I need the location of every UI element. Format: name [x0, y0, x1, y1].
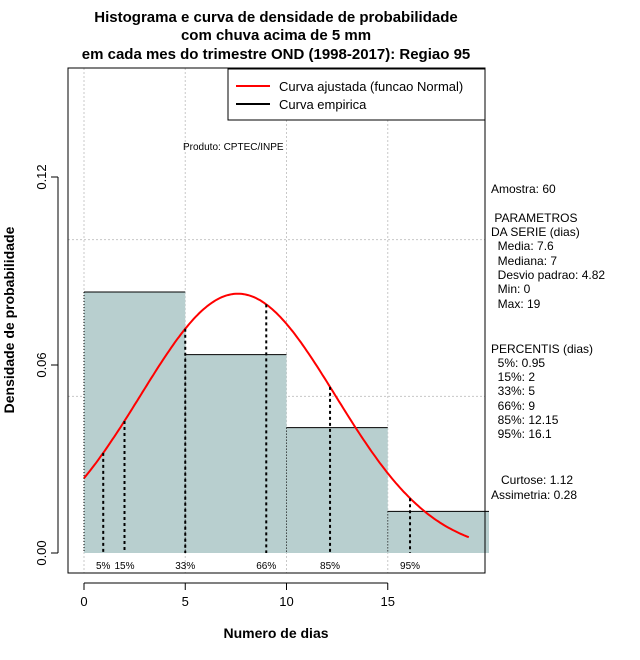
x-tick-label-2: 10: [279, 594, 293, 609]
chart-title-line-2: com chuva acima de 5 mm: [181, 27, 371, 44]
percentile-label-1: 15%: [114, 561, 134, 572]
stat-p15: 15%: 2: [491, 370, 535, 384]
percentile-label-4: 85%: [320, 561, 340, 572]
stats-panel: Amostra: 60 PARAMETROS DA SERIE (dias) M…: [491, 182, 605, 502]
x-axis-label: Numero de dias: [223, 625, 328, 641]
stat-min: Min: 0: [491, 282, 531, 296]
stat-kurtosis: Curtose: 1.12: [491, 473, 573, 487]
percentile-label-2: 33%: [175, 561, 195, 572]
legend-label-fitted: Curva ajustada (funcao Normal): [279, 79, 463, 94]
normal-curve: [83, 292, 470, 539]
stat-sample: Amostra: 60: [491, 182, 556, 196]
axes: 0 5 10 15 0.00 0.06 0.12: [34, 164, 395, 609]
x-tick-label-0: 0: [80, 594, 87, 609]
chart-title-line-1: Histograma e curva de densidade de proba…: [94, 9, 457, 26]
stat-mean: Media: 7.6: [491, 239, 554, 253]
histogram-bar-1: [185, 354, 287, 553]
chart-title-line-3: em cada mes do trimestre OND (1998-2017)…: [82, 46, 471, 63]
y-tick-label-2: 0.12: [34, 164, 49, 189]
stat-percentiles-heading: PERCENTIS (dias): [491, 342, 593, 356]
legend-box: [227, 68, 486, 121]
stat-p95: 95%: 16.1: [491, 427, 552, 441]
stat-skewness: Assimetria: 0.28: [491, 488, 577, 502]
percentile-label-3: 66%: [256, 561, 276, 572]
histogram-bar-0: [84, 291, 186, 553]
stat-p85: 85%: 12.15: [491, 413, 559, 427]
y-tick-label-1: 0.06: [34, 352, 49, 377]
percentile-label-0: 5%: [96, 561, 111, 572]
stat-sd: Desvio padrao: 4.82: [491, 268, 605, 282]
stat-params-subheading: DA SERIE (dias): [491, 225, 580, 239]
histogram-bar-3: [387, 511, 489, 553]
y-axis-label: Densidade de probabilidade: [1, 226, 17, 413]
histogram-bar-2: [286, 427, 388, 553]
y-tick-label-0: 0.00: [34, 540, 49, 565]
stat-median: Mediana: 7: [491, 254, 557, 268]
legend-label-empirical: Curva empirica: [279, 97, 367, 112]
stat-p33: 33%: 5: [491, 384, 535, 398]
x-tick-label-3: 15: [381, 594, 395, 609]
histogram-bars: [83, 291, 489, 553]
product-note: Produto: CPTEC/INPE: [183, 142, 284, 153]
plot-frame: [67, 67, 486, 574]
stat-params-heading: PARAMETROS: [491, 211, 577, 225]
stat-p5: 5%: 0.95: [491, 356, 545, 370]
percentile-lines: 5% 15% 33% 66% 85% 95%: [96, 304, 420, 572]
x-tick-label-1: 5: [182, 594, 189, 609]
normal-curve-line: [83, 292, 470, 539]
percentile-label-5: 95%: [400, 561, 420, 572]
stat-p66: 66%: 9: [491, 399, 535, 413]
stat-max: Max: 19: [491, 297, 541, 311]
legend: Curva ajustada (funcao Normal) Curva emp…: [227, 68, 486, 121]
